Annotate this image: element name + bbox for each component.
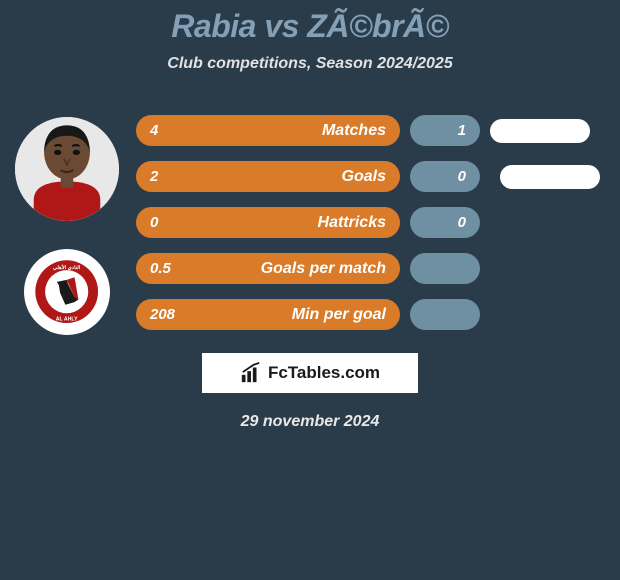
club-badge: النادي الأهلي AL AHLY xyxy=(24,249,110,335)
stat-bar-left: 2 Goals xyxy=(136,161,400,192)
stat-row: 2 Goals 0 xyxy=(136,161,600,192)
stat-value-left: 2 xyxy=(150,168,158,185)
stat-label: Goals xyxy=(342,168,386,186)
stat-label: Hattricks xyxy=(318,214,386,232)
left-column: النادي الأهلي AL AHLY xyxy=(8,101,126,335)
subtitle: Club competitions, Season 2024/2025 xyxy=(167,55,452,73)
player-avatar xyxy=(15,117,119,221)
stat-bar-right: 0 xyxy=(410,161,480,192)
stat-bar-left: 0.5 Goals per match xyxy=(136,253,400,284)
stat-value-right: 0 xyxy=(458,214,466,231)
stat-bar-right: 0 xyxy=(410,207,480,238)
stat-label: Goals per match xyxy=(261,260,386,278)
stat-bar-left: 4 Matches xyxy=(136,115,400,146)
stat-value-right: 0 xyxy=(458,168,466,185)
date-label: 29 november 2024 xyxy=(241,413,380,431)
comparison-card: Rabia vs ZÃ©brÃ© Club competitions, Seas… xyxy=(0,0,620,431)
stat-bar-right: 1 xyxy=(410,115,480,146)
logo-text: FcTables.com xyxy=(268,363,380,383)
stats-column: 4 Matches 1 2 Goals 0 0 Hattricks 0 0.5 Goals per … xyxy=(126,101,600,330)
stat-value-left: 0 xyxy=(150,214,158,231)
stat-value-left: 4 xyxy=(150,122,158,139)
stat-label: Min per goal xyxy=(292,306,386,324)
page-title: Rabia vs ZÃ©brÃ© xyxy=(171,8,448,45)
stat-bar-left: 0 Hattricks xyxy=(136,207,400,238)
stat-row: 0.5 Goals per match xyxy=(136,253,600,284)
stat-bar-right xyxy=(410,299,480,330)
stat-row: 0 Hattricks 0 xyxy=(136,207,600,238)
stat-row: 4 Matches 1 xyxy=(136,115,600,146)
fctables-logo[interactable]: FcTables.com xyxy=(202,353,418,393)
blank-pill xyxy=(490,119,590,143)
stat-value-right: 1 xyxy=(458,122,466,139)
chart-icon xyxy=(240,362,262,384)
blank-pill xyxy=(500,165,600,189)
main-row: النادي الأهلي AL AHLY 4 Matches 1 2 Goals 0 0 H… xyxy=(0,101,620,335)
stat-bar-left: 208 Min per goal xyxy=(136,299,400,330)
stat-value-left: 208 xyxy=(150,306,175,323)
stat-row: 208 Min per goal xyxy=(136,299,600,330)
stat-bar-right xyxy=(410,253,480,284)
avatar-icon xyxy=(15,117,119,221)
stat-label: Matches xyxy=(322,122,386,140)
svg-text:AL AHLY: AL AHLY xyxy=(56,317,78,323)
club-badge-icon: النادي الأهلي AL AHLY xyxy=(34,259,99,324)
stat-value-left: 0.5 xyxy=(150,260,171,277)
